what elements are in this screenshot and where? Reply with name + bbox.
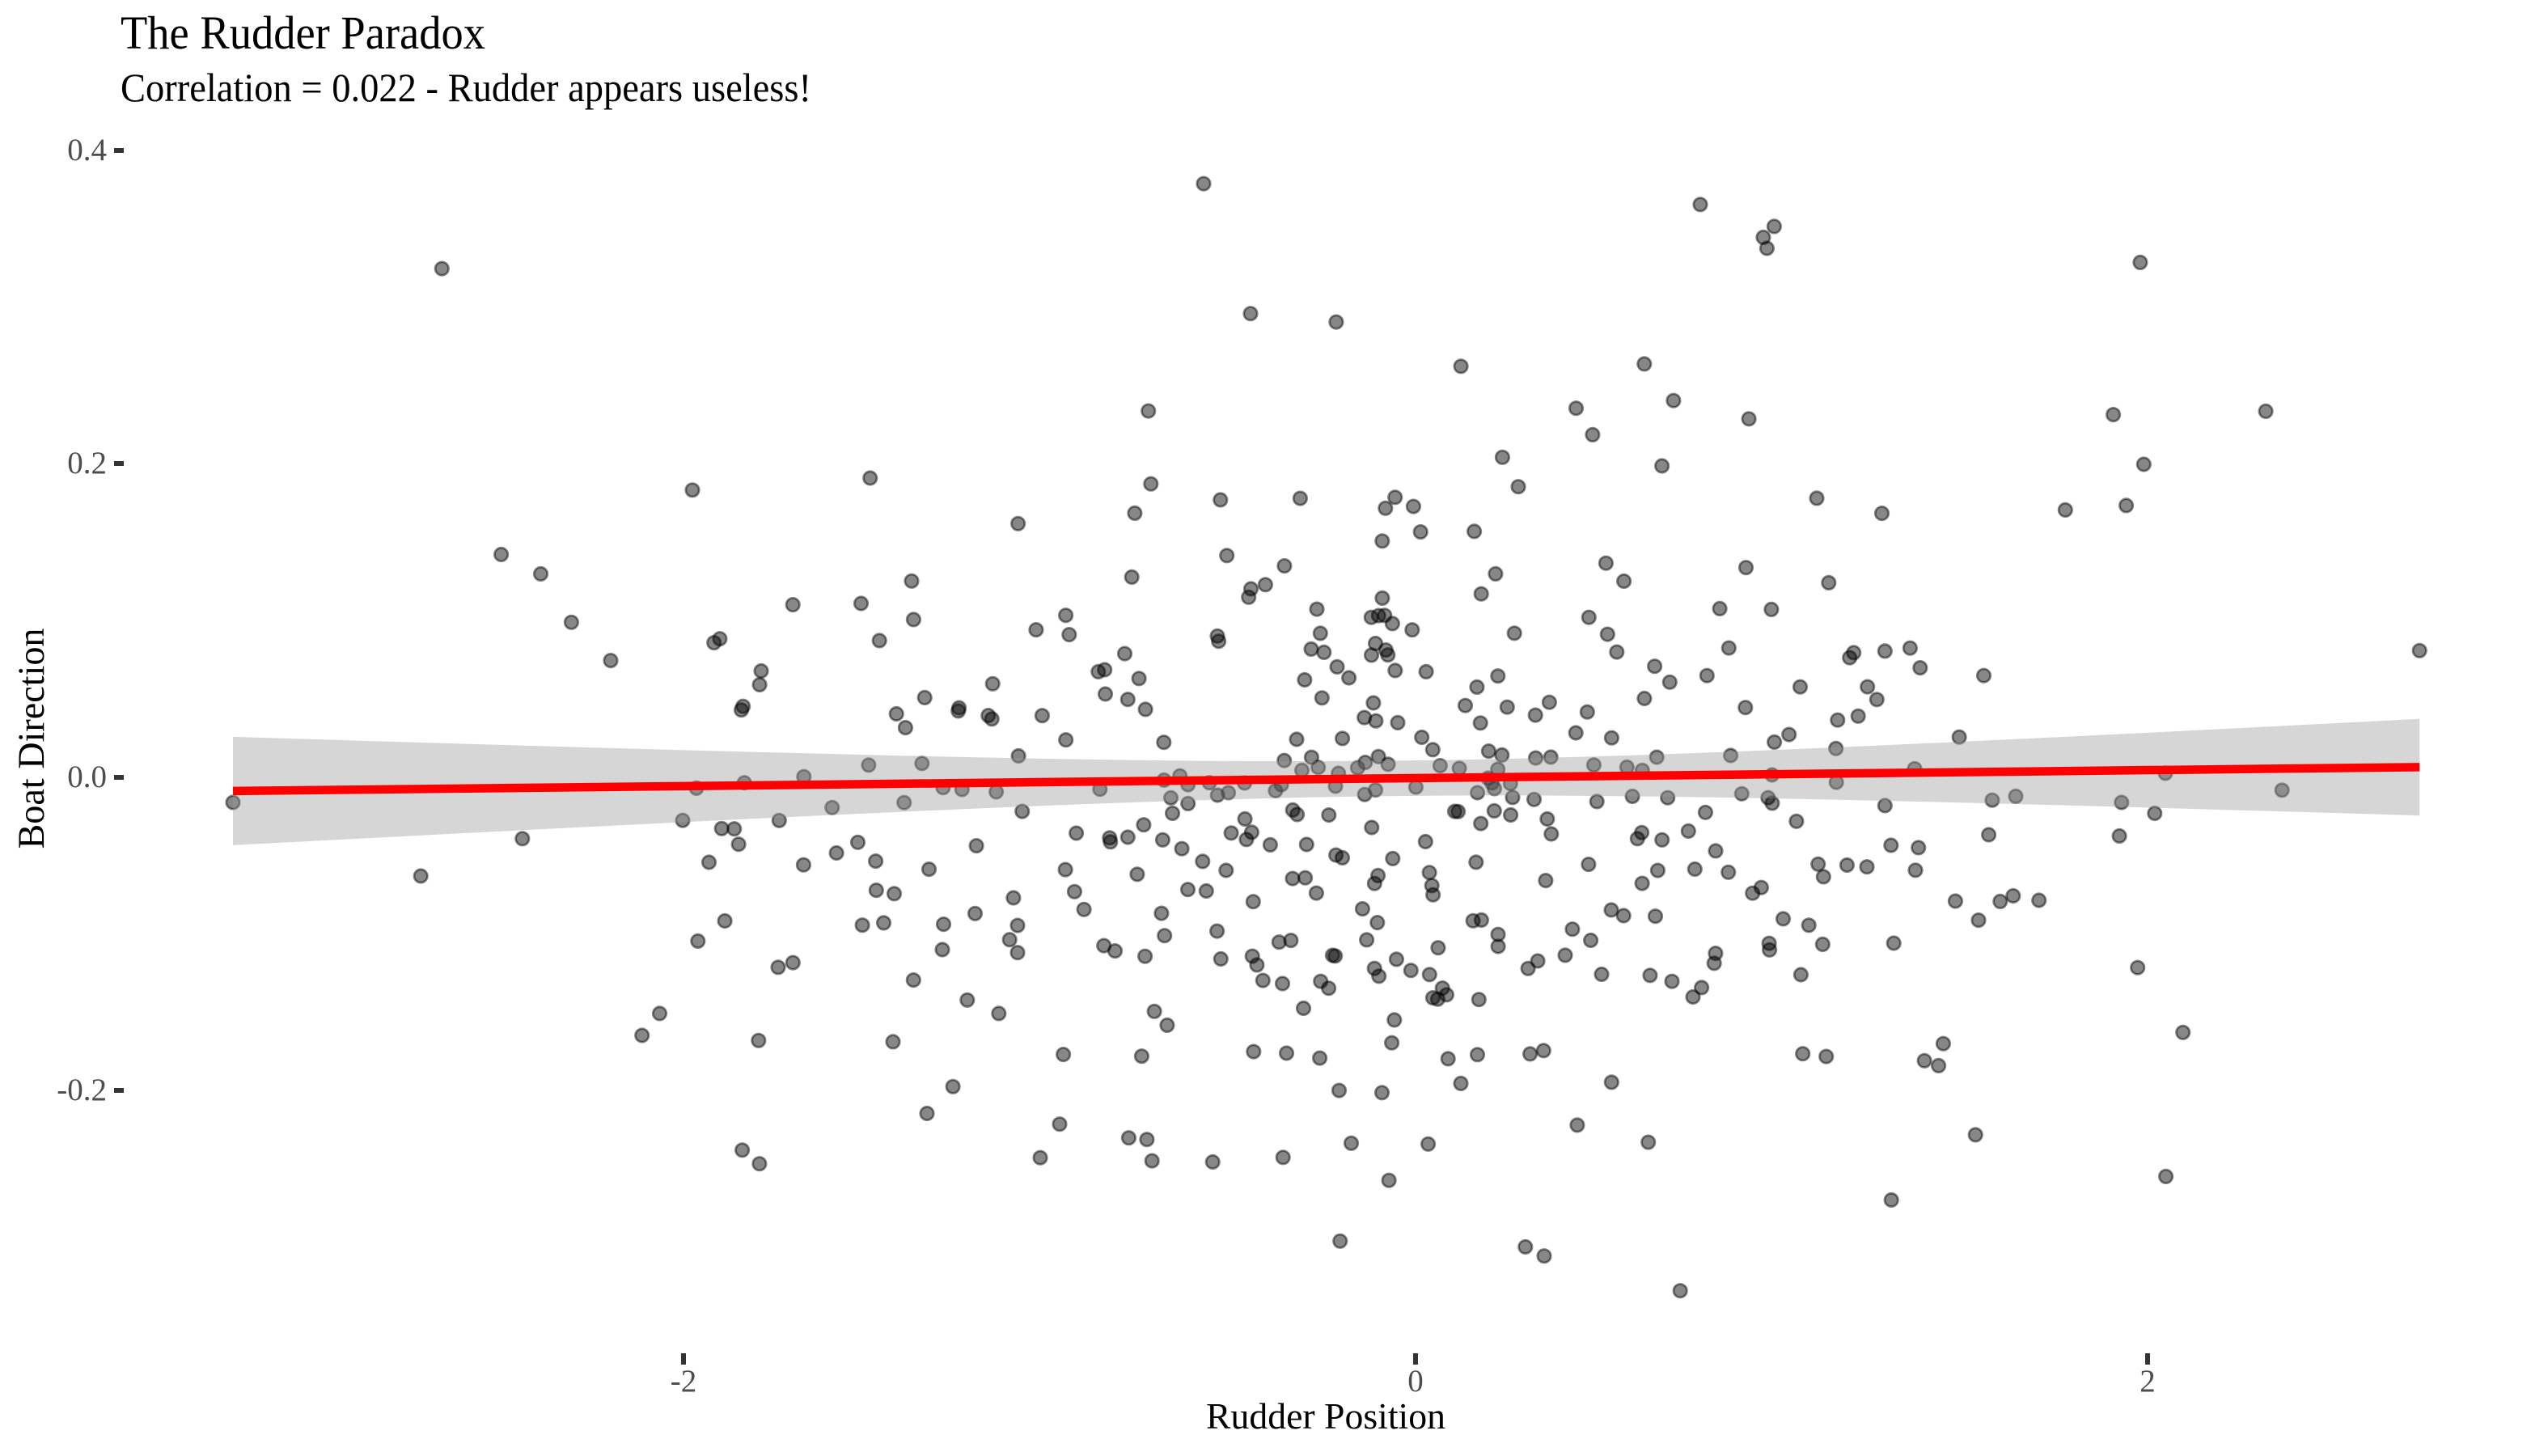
svg-text:Boat Direction: Boat Direction (11, 629, 53, 849)
svg-text:Rudder Position: Rudder Position (1206, 1396, 1445, 1437)
svg-text:0: 0 (1407, 1364, 1424, 1399)
svg-text:The Rudder Paradox: The Rudder Paradox (121, 6, 485, 59)
svg-text:0.2: 0.2 (67, 446, 107, 480)
svg-text:-0.2: -0.2 (57, 1073, 107, 1107)
svg-text:Correlation = 0.022 - Rudder a: Correlation = 0.022 - Rudder appears use… (121, 65, 811, 110)
svg-text:0.0: 0.0 (67, 760, 107, 794)
svg-text:2: 2 (2140, 1364, 2156, 1399)
svg-text:-2: -2 (671, 1364, 697, 1399)
svg-text:0.4: 0.4 (67, 133, 107, 167)
